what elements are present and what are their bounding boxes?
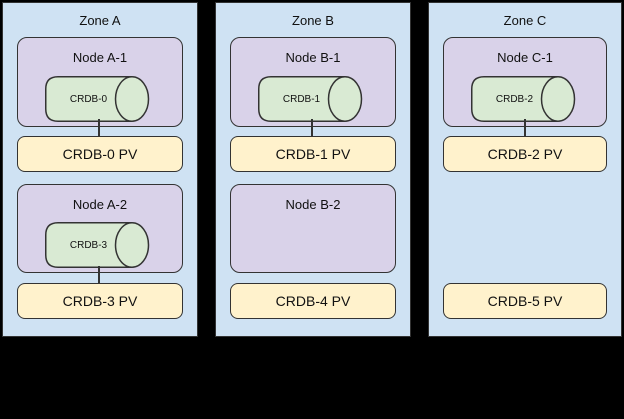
pv-crdb-1: CRDB-1 PV (230, 136, 396, 172)
pv-crdb-3: CRDB-3 PV (17, 283, 183, 319)
database-cylinder-icon (45, 76, 150, 122)
pv-crdb-5-label: CRDB-5 PV (487, 293, 563, 309)
zone-c: Zone C Node C-1 CRDB-2 CRDB-2 PV CRDB-5 … (428, 2, 622, 337)
zone-c-title: Zone C (503, 13, 547, 28)
connector-node-a-1-to-pv (98, 119, 100, 137)
zone-a-title: Zone A (79, 13, 121, 28)
crdb-0-label: CRDB-0 (69, 93, 108, 105)
node-c-1: Node C-1 CRDB-2 (443, 37, 607, 127)
connector-node-c-1-to-pv (524, 119, 526, 137)
pv-crdb-0: CRDB-0 PV (17, 136, 183, 172)
pv-crdb-2-label: CRDB-2 PV (487, 146, 563, 162)
connector-node-b-1-to-pv (311, 119, 313, 137)
zone-b: Zone B Node B-1 CRDB-1 CRDB-1 PV Node B-… (215, 2, 411, 337)
crdb-1-cylinder: CRDB-1 (258, 76, 363, 122)
crdb-3-label: CRDB-3 (69, 239, 108, 251)
pv-crdb-4-label: CRDB-4 PV (275, 293, 351, 309)
database-cylinder-icon (45, 222, 150, 268)
pv-crdb-4: CRDB-4 PV (230, 283, 396, 319)
zone-a: Zone A Node A-1 CRDB-0 CRDB-0 PV Node A-… (2, 2, 198, 337)
crdb-0-cylinder: CRDB-0 (45, 76, 150, 122)
node-a-2-label: Node A-2 (72, 197, 128, 212)
node-a-2: Node A-2 CRDB-3 (17, 184, 183, 273)
pv-crdb-5: CRDB-5 PV (443, 283, 607, 319)
crdb-2-cylinder: CRDB-2 (471, 76, 576, 122)
node-a-1-label: Node A-1 (72, 50, 128, 65)
node-b-2: Node B-2 (230, 184, 396, 273)
node-b-2-label: Node B-2 (285, 197, 341, 212)
database-cylinder-icon (471, 76, 576, 122)
pv-crdb-2: CRDB-2 PV (443, 136, 607, 172)
crdb-2-label: CRDB-2 (495, 93, 534, 105)
zone-b-title: Zone B (292, 13, 334, 28)
pv-crdb-0-label: CRDB-0 PV (62, 146, 138, 162)
crdb-3-cylinder: CRDB-3 (45, 222, 150, 268)
node-b-1-label: Node B-1 (285, 50, 341, 65)
node-b-1: Node B-1 CRDB-1 (230, 37, 396, 127)
database-cylinder-icon (258, 76, 363, 122)
node-c-1-label: Node C-1 (497, 50, 553, 65)
crdb-1-label: CRDB-1 (282, 93, 321, 105)
connector-node-a-2-to-pv (98, 266, 100, 284)
pv-crdb-1-label: CRDB-1 PV (275, 146, 351, 162)
pv-crdb-3-label: CRDB-3 PV (62, 293, 138, 309)
node-a-1: Node A-1 CRDB-0 (17, 37, 183, 127)
